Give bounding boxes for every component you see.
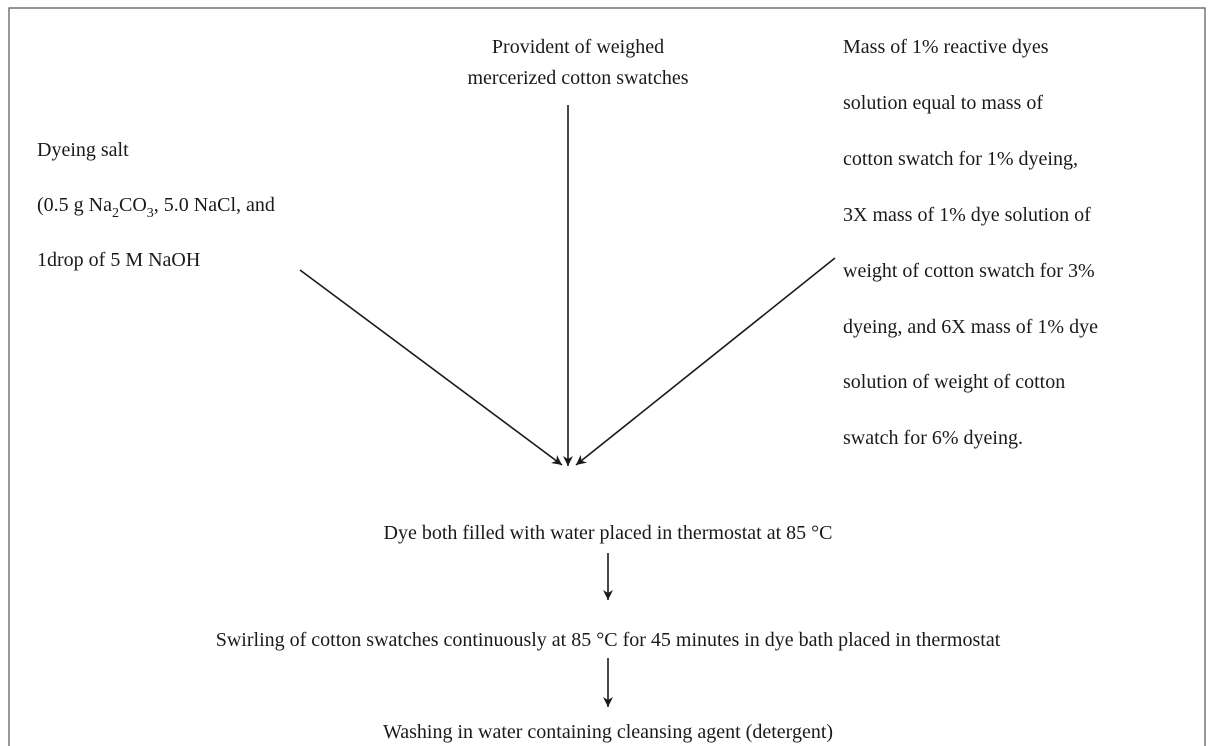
text-part: CO	[119, 194, 147, 216]
node-text: Mass of 1% reactive dyes	[843, 36, 1049, 58]
text-part: , 5.0 NaCl, and	[154, 194, 275, 216]
node-text: weight of cotton swatch for 3%	[843, 260, 1095, 282]
arrow	[575, 257, 836, 466]
node-text: Provident of weighed	[492, 36, 664, 58]
node-text: mercerized cotton swatches	[467, 67, 688, 89]
subscript: 2	[112, 206, 119, 221]
node-cotton: Provident of weighed mercerized cotton s…	[467, 36, 688, 89]
node-formula: (0.5 g Na2CO3, 5.0 NaCl, and	[37, 194, 275, 221]
node-text: cotton swatch for 1% dyeing,	[843, 148, 1078, 170]
node-text: Dye both filled with water placed in the…	[384, 522, 833, 544]
node-text: solution of weight of cotton	[843, 371, 1065, 393]
node-text: dyeing, and 6X mass of 1% dye	[843, 316, 1098, 338]
node-text: 1drop of 5 M NaOH	[37, 249, 200, 271]
node-text: solution equal to mass of	[843, 92, 1043, 114]
node-text: Swirling of cotton swatches continuously…	[216, 629, 1001, 651]
node-text: Dyeing salt	[37, 139, 129, 161]
text-part: (0.5 g Na	[37, 194, 112, 216]
arrow	[299, 269, 563, 466]
node-dye: Mass of 1% reactive dyes solution equal …	[843, 36, 1098, 449]
node-text: swatch for 6% dyeing.	[843, 427, 1023, 449]
node-salt: Dyeing salt (0.5 g Na2CO3, 5.0 NaCl, and…	[37, 139, 275, 271]
frame	[8, 7, 1206, 746]
subscript: 3	[147, 206, 154, 221]
node-text: Washing in water containing cleansing ag…	[383, 721, 833, 743]
node-text: 3X mass of 1% dye solution of	[843, 204, 1091, 226]
